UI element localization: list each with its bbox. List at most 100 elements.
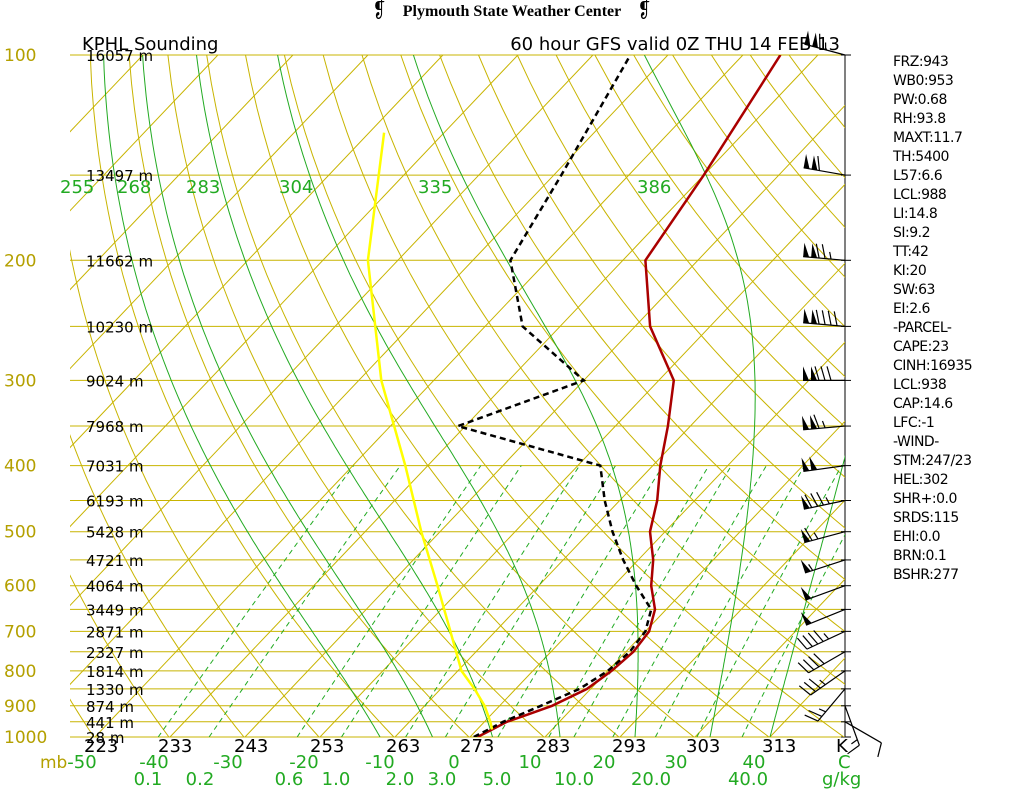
barb-flag — [810, 493, 819, 507]
height-label: 16057 m — [86, 47, 153, 65]
wind-barb — [797, 651, 846, 674]
wind-barb — [800, 608, 846, 626]
valid-time-title: 60 hour GFS valid 0Z THU 14 FEB 13 — [510, 34, 840, 55]
sounding-index: EI:2.6 — [893, 301, 930, 317]
height-label: 1330 m — [86, 681, 144, 699]
barb-pennant — [803, 308, 810, 324]
wind-barb — [803, 154, 846, 176]
mixing-ratio-line — [157, 465, 355, 737]
height-label: 28 m — [86, 729, 124, 747]
dry-adiabat-unit-label: K — [836, 736, 849, 757]
sounding-index: SW:63 — [893, 282, 935, 298]
wind-barb — [801, 414, 846, 431]
pressure-label: 600 — [4, 577, 36, 597]
dry-adiabat-label: 223 — [84, 736, 118, 757]
barb-pennant — [812, 32, 818, 48]
barb-pennant — [801, 457, 810, 472]
barb-pennant — [801, 415, 810, 430]
pressure-unit-label: mb — [40, 753, 67, 773]
barb-half-flag — [808, 564, 814, 571]
height-label: 9024 m — [86, 372, 144, 390]
pressure-label: 200 — [4, 251, 36, 271]
barb-staff — [803, 167, 846, 176]
barb-staff — [803, 465, 846, 473]
height-label: 7968 m — [86, 418, 144, 436]
moist-adiabat-label: 386 — [637, 177, 671, 198]
barb-pennant — [800, 529, 811, 543]
barb-flag — [796, 637, 808, 650]
sounding-index: TT:42 — [893, 244, 929, 260]
barb-staff — [804, 559, 846, 574]
isotherm-line — [244, 104, 845, 737]
mixing-ratio-line — [497, 465, 664, 737]
barb-flag — [803, 681, 816, 693]
barb-flag — [808, 678, 821, 689]
sounding-index: LCL:938 — [893, 377, 947, 393]
moist-adiabat-label: 335 — [418, 177, 452, 198]
dry-adiabat-line — [400, 55, 845, 633]
dry-adiabat-line — [206, 55, 620, 737]
height-label: 11662 m — [86, 252, 153, 270]
dry-adiabat-line — [439, 55, 845, 581]
barb-half-flag — [821, 420, 826, 429]
pressure-label: 900 — [4, 697, 36, 717]
sounding-index: L57:6.6 — [893, 168, 943, 184]
mixing-ratio-label: 0.6 — [275, 769, 304, 790]
moist-adiabat-line — [103, 55, 381, 737]
barb-flag — [807, 632, 819, 645]
wind-barb — [800, 527, 846, 544]
flame-logo-icon: ❡ — [638, 0, 651, 22]
banner: ❡ Plymouth State Weather Center ❡ — [0, 0, 1024, 24]
barb-flag — [808, 709, 823, 717]
mixing-ratio-label: 0.2 — [186, 769, 215, 790]
mixing-ratio-line — [341, 465, 522, 737]
temperature-tick-label: 10 — [519, 752, 542, 773]
temperature-unit-label: C — [838, 752, 851, 773]
isotherm-line — [70, 55, 519, 528]
pressure-label: 300 — [4, 371, 36, 391]
dry-adiabat-line — [361, 55, 845, 685]
height-label: 6193 m — [86, 492, 144, 510]
isotherm-line — [619, 499, 845, 737]
sounding-index: LI:14.8 — [893, 206, 938, 222]
dry-adiabat-line — [322, 55, 845, 737]
parcel-line — [366, 132, 494, 730]
height-label: 2327 m — [86, 644, 144, 662]
barb-staff — [805, 608, 846, 626]
barb-half-flag — [819, 679, 826, 686]
temperature-tick-label: 20 — [593, 752, 616, 773]
mixing-ratio-label: 2.0 — [386, 769, 415, 790]
pressure-label: 1000 — [4, 728, 47, 748]
barb-staff — [817, 688, 846, 722]
barb-half-flag — [818, 708, 826, 713]
isotherm-line — [694, 578, 845, 737]
isotherm-line — [70, 55, 669, 686]
moist-adiabat-label: 304 — [279, 177, 313, 198]
dry-adiabat-line — [594, 55, 845, 378]
sounding-index: -PARCEL- — [893, 320, 952, 336]
sounding-index: KI:20 — [893, 263, 927, 279]
height-label: 441 m — [86, 714, 134, 732]
moist-adiabat-line — [769, 454, 845, 737]
dry-adiabat-label: 313 — [762, 736, 796, 757]
dry-adiabat-line — [555, 55, 845, 428]
temperature-tick-label: -10 — [365, 752, 394, 773]
barb-flag — [816, 491, 825, 506]
dry-adiabat-line — [70, 434, 245, 737]
moist-adiabat-line — [643, 55, 756, 737]
dry-adiabat-line — [89, 55, 395, 737]
wind-barb — [800, 585, 846, 601]
wind-barb — [804, 30, 846, 56]
isotherm-line — [394, 262, 845, 737]
wind-barb — [801, 491, 846, 510]
sounding-index: WB0:953 — [893, 73, 954, 89]
sounding-index: SI:9.2 — [893, 225, 931, 241]
dry-adiabat-line — [167, 55, 545, 737]
temperature-tick-label: -50 — [67, 752, 96, 773]
dry-adiabat-label: 273 — [460, 736, 494, 757]
height-label: 5428 m — [86, 524, 144, 542]
sounding-index: CAP:14.6 — [893, 396, 953, 412]
barb-staff — [844, 721, 882, 744]
dry-adiabat-line — [128, 55, 470, 737]
dry-adiabat-line — [70, 574, 170, 737]
